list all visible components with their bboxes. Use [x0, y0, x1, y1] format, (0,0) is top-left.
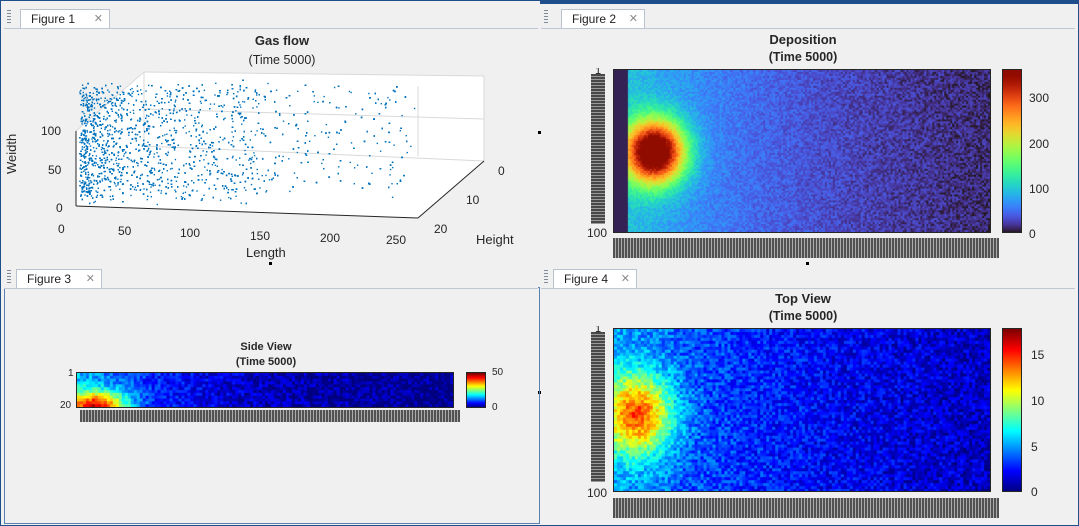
tab-figure-4[interactable]: Figure 4 ✕ — [553, 269, 637, 288]
x-tick: 150 — [250, 229, 271, 243]
plot-subtitle: (Time 5000) — [768, 309, 838, 323]
y-tick-last: 100 — [587, 226, 608, 240]
colorbar-tick: 0 — [1031, 485, 1038, 499]
drag-grip-icon[interactable] — [7, 270, 11, 285]
figure-4-tabbar: Figure 4 ✕ — [541, 266, 1075, 289]
drag-grip-icon[interactable] — [544, 270, 548, 285]
figure-3-panel: Figure 3 ✕ Side View (Time 5000) 1 20 50… — [4, 266, 540, 524]
close-icon[interactable]: ✕ — [93, 13, 103, 25]
splitter-handle[interactable] — [538, 131, 541, 134]
y-tick: 0 — [56, 201, 63, 215]
y-tick-smear-mark — [591, 74, 605, 224]
colorbar[interactable] — [466, 372, 486, 408]
tab-label: Figure 2 — [572, 12, 617, 26]
plot-title: Side View — [240, 341, 292, 353]
y-axis-label: Weidth — [4, 133, 19, 174]
drag-grip-icon[interactable] — [7, 10, 11, 25]
top-view-heatmap[interactable] — [613, 328, 991, 492]
colorbar-tick: 200 — [1029, 137, 1050, 151]
z-tick: 10 — [466, 193, 480, 207]
z-tick: 0 — [498, 164, 505, 178]
colorbar-tick: 50 — [492, 367, 504, 378]
tab-label: Figure 4 — [564, 272, 609, 286]
figure-1-tabbar: Figure 1 ✕ — [4, 6, 538, 29]
tab-label: Figure 3 — [27, 272, 72, 286]
colorbar[interactable] — [1002, 69, 1022, 233]
x-tick: 0 — [58, 222, 65, 236]
plot-subtitle: (Time 5000) — [235, 356, 297, 368]
x-tick: 200 — [320, 231, 341, 245]
plot-subtitle: (Time 5000) — [768, 50, 838, 64]
figure-2-panel: Figure 2 ✕ Deposition (Time 5000) 1 100 … — [541, 6, 1075, 262]
splitter-handle[interactable] — [806, 262, 809, 265]
y-tick-last: 20 — [60, 400, 72, 411]
tab-figure-1[interactable]: Figure 1 ✕ — [20, 9, 110, 28]
colorbar-tick: 100 — [1029, 182, 1050, 196]
x-tick: 100 — [180, 226, 201, 240]
y-tick-first: 1 — [68, 368, 74, 379]
plot-title: Deposition — [769, 32, 837, 47]
x-tick-labels — [613, 236, 999, 260]
colorbar-tick: 10 — [1031, 394, 1045, 408]
x-tick: 250 — [386, 233, 407, 247]
y-tick: 50 — [48, 163, 62, 177]
plot-title: Gas flow — [254, 33, 310, 48]
colorbar-tick: 15 — [1031, 348, 1045, 362]
plot-title: Top View — [775, 291, 831, 306]
tab-label: Figure 1 — [31, 12, 76, 26]
x-tick-smear-mark — [80, 410, 460, 422]
splitter-handle[interactable] — [269, 262, 272, 265]
figure-2-tabbar: Figure 2 ✕ — [541, 6, 1075, 29]
x-axis-label: Length — [246, 245, 286, 260]
z-axis-label: Height — [476, 232, 514, 247]
colorbar[interactable] — [1002, 328, 1022, 492]
window-accent-bar — [540, 0, 1079, 4]
y-tick-labels: 1 — [591, 68, 609, 232]
colorbar-tick: 5 — [1031, 440, 1038, 454]
y-tick-labels: 1 — [591, 326, 609, 490]
tab-figure-2[interactable]: Figure 2 ✕ — [561, 9, 645, 28]
scatter3d-axes[interactable] — [4, 6, 538, 262]
x-tick-labels — [80, 408, 460, 424]
close-icon[interactable]: ✕ — [85, 273, 95, 285]
colorbar-tick: 300 — [1029, 91, 1050, 105]
colorbar-tick: 0 — [492, 402, 498, 413]
y-tick: 100 — [41, 124, 62, 138]
figure-3-tabbar: Figure 3 ✕ — [4, 266, 538, 289]
scatter-points — [79, 79, 416, 206]
x-tick-smear-mark — [613, 498, 999, 518]
close-icon[interactable]: ✕ — [620, 273, 630, 285]
close-icon[interactable]: ✕ — [628, 13, 638, 25]
side-view-heatmap[interactable] — [76, 372, 454, 408]
colorbar-tick: 0 — [1029, 227, 1036, 241]
x-tick-smear-mark — [613, 238, 999, 258]
y-tick-smear-mark — [591, 332, 605, 482]
y-tick-last: 100 — [587, 486, 608, 500]
drag-grip-icon[interactable] — [544, 10, 548, 25]
tab-figure-3[interactable]: Figure 3 ✕ — [16, 269, 102, 288]
figure-4-panel: Figure 4 ✕ Top View (Time 5000) 1 100 15… — [541, 266, 1075, 522]
x-tick: 50 — [118, 224, 132, 238]
figure-1-panel: Figure 1 ✕ Gas flow (Time 5000) 100 50 0… — [4, 6, 538, 262]
z-tick: 20 — [434, 222, 448, 236]
x-tick-labels — [613, 496, 999, 520]
deposition-heatmap[interactable] — [613, 69, 991, 233]
plot-subtitle: (Time 5000) — [248, 53, 316, 67]
